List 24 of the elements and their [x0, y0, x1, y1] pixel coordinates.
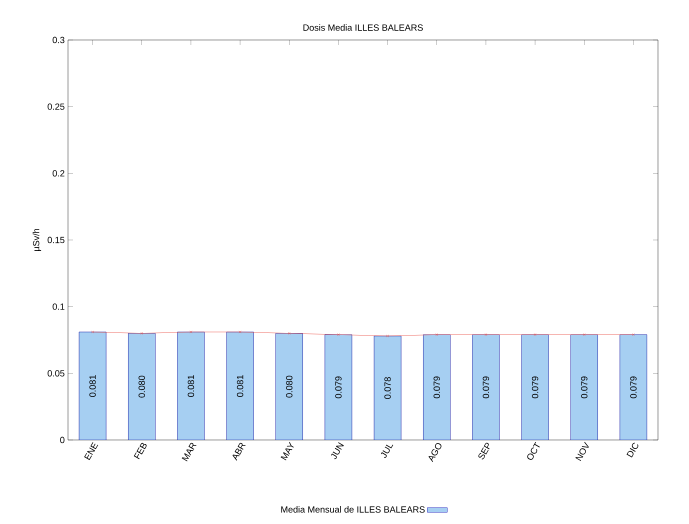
y-tick-label: 0.1	[52, 303, 64, 310]
data-label: 0.079	[630, 376, 637, 398]
data-label: 0.079	[532, 376, 538, 398]
data-label: 0.079	[434, 376, 440, 398]
data-label: 0.080	[286, 376, 292, 398]
legend-label: Media Mensual de ILLES BALEARS	[281, 506, 425, 513]
chart-title: Dosis Media ILLES BALEARS	[303, 24, 423, 31]
y-tick-label: 0	[60, 436, 64, 444]
data-label: 0.081	[188, 375, 194, 397]
y-tick-label: 0.05	[48, 370, 64, 377]
y-axis-title: µSv/h	[32, 228, 42, 251]
data-label: 0.081	[236, 375, 244, 397]
data-label: 0.078	[384, 377, 391, 399]
data-label: 0.081	[89, 375, 96, 397]
data-label: 0.079	[581, 376, 588, 398]
x-tick-label: DIC	[626, 442, 638, 458]
y-tick-label: 0.15	[48, 236, 64, 244]
y-tick-label: 0.25	[48, 103, 64, 110]
data-label: 0.080	[138, 376, 145, 398]
y-tick-label: 0.2	[52, 170, 64, 177]
data-label: 0.079	[482, 376, 490, 398]
y-tick-label: 0.3	[52, 36, 64, 44]
x-tick-label: JUL	[380, 444, 394, 458]
data-label: 0.079	[335, 376, 342, 398]
